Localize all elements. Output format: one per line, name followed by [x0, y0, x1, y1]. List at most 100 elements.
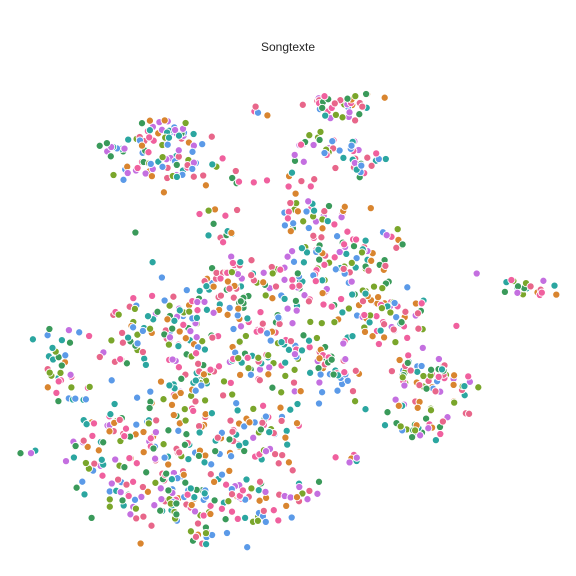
- scatter-point: [200, 489, 209, 498]
- scatter-point: [137, 119, 147, 128]
- scatter-point: [138, 347, 147, 357]
- scatter-point: [208, 160, 217, 169]
- scatter-point: [138, 326, 147, 335]
- scatter-point: [200, 297, 209, 306]
- scatter-point: [338, 308, 347, 317]
- scatter-point: [249, 178, 258, 187]
- scatter-point: [149, 444, 158, 453]
- scatter-point: [331, 163, 340, 173]
- scatter-point: [120, 144, 129, 153]
- scatter-point: [199, 511, 208, 520]
- scatter-point: [376, 326, 385, 335]
- scatter-point: [378, 284, 387, 293]
- scatter-point: [500, 287, 509, 296]
- scatter-point: [343, 227, 352, 236]
- scatter-point: [296, 387, 305, 396]
- scatter-point: [306, 182, 315, 191]
- scatter-point: [415, 381, 424, 390]
- scatter-point: [176, 388, 185, 398]
- scatter-point: [417, 361, 426, 371]
- scatter-point: [122, 480, 131, 489]
- scatter-point: [146, 324, 155, 333]
- scatter-point: [268, 383, 277, 392]
- scatter-point: [190, 507, 200, 516]
- scatter-point: [181, 118, 190, 128]
- scatter-point: [254, 353, 263, 362]
- scatter-point: [201, 181, 210, 190]
- scatter-point: [464, 372, 473, 381]
- scatter-point: [261, 487, 270, 496]
- scatter-point: [82, 420, 91, 429]
- scatter-point: [398, 240, 407, 249]
- scatter-point: [289, 219, 298, 228]
- scatter-point: [381, 261, 390, 270]
- scatter-point: [251, 102, 260, 111]
- scatter-point: [48, 343, 57, 352]
- scatter-point: [182, 430, 191, 439]
- scatter-point: [431, 387, 440, 396]
- scatter-point: [168, 324, 177, 333]
- scatter-point: [225, 466, 234, 475]
- scatter-point: [150, 501, 159, 510]
- scatter-point: [54, 377, 63, 386]
- scatter-point: [318, 289, 327, 298]
- scatter-point: [130, 304, 139, 313]
- scatter-point: [214, 362, 224, 371]
- scatter-point: [198, 337, 207, 346]
- scatter-point: [169, 292, 178, 301]
- scatter-point: [226, 378, 235, 387]
- scatter-point: [174, 342, 183, 351]
- scatter-point: [233, 205, 242, 215]
- scatter-point: [240, 446, 249, 456]
- scatter-point: [331, 110, 340, 119]
- scatter-point: [153, 307, 162, 316]
- scatter-point: [165, 301, 174, 310]
- scatter-point: [221, 211, 230, 220]
- scatter-point: [122, 359, 131, 368]
- scatter-point: [211, 447, 220, 456]
- scatter-point: [234, 354, 243, 363]
- scatter-point: [268, 269, 277, 278]
- scatter-point: [401, 307, 410, 316]
- scatter-point: [313, 489, 322, 498]
- scatter-point: [411, 426, 420, 435]
- scatter-point: [324, 201, 334, 211]
- scatter-point: [217, 470, 227, 479]
- scatter-point: [361, 289, 370, 298]
- scatter-point: [281, 371, 290, 380]
- scatter-point: [217, 504, 226, 513]
- scatter-point: [274, 459, 283, 468]
- scatter-point: [107, 336, 116, 345]
- scatter-point: [310, 175, 319, 184]
- scatter-point: [201, 396, 210, 405]
- scatter-point: [265, 428, 274, 437]
- scatter-point: [315, 354, 324, 363]
- scatter-point: [233, 311, 242, 320]
- scatter-point: [427, 365, 436, 374]
- scatter-point: [208, 333, 217, 342]
- scatter-point: [115, 415, 124, 424]
- scatter-point: [303, 495, 312, 504]
- scatter-point: [258, 319, 267, 328]
- scatter-point: [26, 449, 36, 458]
- scatter-point: [180, 440, 189, 449]
- scatter-point: [304, 336, 314, 345]
- scatter-point: [116, 488, 125, 497]
- scatter-point: [175, 306, 184, 315]
- scatter-point: [139, 427, 148, 437]
- scatter-point: [210, 477, 219, 486]
- scatter-point: [177, 374, 186, 383]
- scatter-point: [57, 361, 66, 370]
- scatter-point: [201, 529, 211, 538]
- scatter-point: [264, 351, 273, 360]
- scatter-point: [69, 453, 78, 462]
- scatter-point: [164, 426, 173, 435]
- scatter-point: [66, 370, 75, 379]
- scatter-point: [339, 339, 348, 348]
- scatter-point: [159, 188, 168, 197]
- scatter-point: [355, 110, 364, 119]
- scatter-point: [95, 352, 104, 362]
- scatter-point: [223, 310, 232, 319]
- scatter-point: [240, 422, 249, 431]
- scatter-point: [434, 354, 443, 364]
